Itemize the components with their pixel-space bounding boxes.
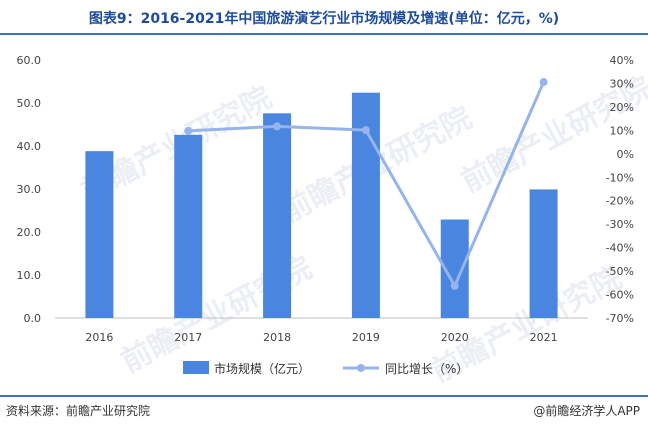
title-rule bbox=[0, 33, 648, 35]
bar bbox=[85, 151, 114, 318]
x-tick-label: 2021 bbox=[530, 331, 558, 344]
x-tick-label: 2017 bbox=[174, 331, 202, 344]
y-right-tick-label: -30% bbox=[606, 218, 634, 231]
growth-point bbox=[361, 126, 370, 135]
bar bbox=[174, 134, 203, 318]
y-right-tick-label: 30% bbox=[610, 77, 634, 90]
legend-bar-swatch bbox=[183, 361, 209, 374]
y-right-tick-label: 10% bbox=[610, 124, 634, 137]
growth-point bbox=[273, 122, 282, 131]
y-left-tick-label: 20.0 bbox=[17, 226, 42, 239]
x-tick-label: 2020 bbox=[441, 331, 469, 344]
bar bbox=[263, 113, 292, 318]
y-right-tick-label: -70% bbox=[606, 312, 634, 325]
y-left-tick-label: 50.0 bbox=[17, 97, 42, 110]
y-right-tick-label: -10% bbox=[606, 171, 634, 184]
y-right-tick-label: -60% bbox=[606, 289, 634, 302]
footer-rule bbox=[0, 395, 648, 397]
y-left-tick-label: 0.0 bbox=[24, 312, 42, 325]
legend-line-marker bbox=[357, 364, 365, 372]
chart-area: 0.0 10.0 20.0 30.0 40.0 50.0 60.0 -70% -60% -50% -… bbox=[0, 38, 648, 388]
y-left-tick-label: 40.0 bbox=[17, 140, 42, 153]
bar bbox=[529, 189, 558, 318]
growth-point bbox=[184, 126, 193, 135]
growth-point bbox=[539, 78, 548, 87]
y-left-tick-label: 60.0 bbox=[17, 54, 42, 67]
y-right-tick-label: 20% bbox=[610, 101, 634, 114]
legend-bar-label: 市场规模（亿元） bbox=[214, 361, 310, 376]
y-left-tick-label: 30.0 bbox=[17, 183, 42, 196]
source-note: 资料来源：前瞻产业研究院 bbox=[6, 404, 151, 418]
combo-chart: 0.0 10.0 20.0 30.0 40.0 50.0 60.0 -70% -60% -50% -… bbox=[17, 54, 635, 376]
y-right-tick-label: -20% bbox=[606, 195, 634, 208]
y-right-tick-label: 0% bbox=[617, 148, 634, 161]
brand-credit: @前瞻经济学人APP bbox=[533, 404, 640, 418]
y-right-tick-label: -50% bbox=[606, 265, 634, 278]
chart-title: 图表9：2016-2021年中国旅游演艺行业市场规模及增速(单位：亿元，%) bbox=[88, 11, 560, 27]
y-left-tick-label: 10.0 bbox=[17, 269, 42, 282]
x-tick-label: 2019 bbox=[352, 331, 380, 344]
y-right-tick-label: 40% bbox=[610, 54, 634, 67]
x-tick-label: 2016 bbox=[85, 331, 113, 344]
x-tick-label: 2018 bbox=[263, 331, 291, 344]
y-right-tick-label: -40% bbox=[606, 242, 634, 255]
legend-line-label: 同比增长（%） bbox=[385, 362, 468, 376]
growth-point bbox=[450, 281, 459, 290]
